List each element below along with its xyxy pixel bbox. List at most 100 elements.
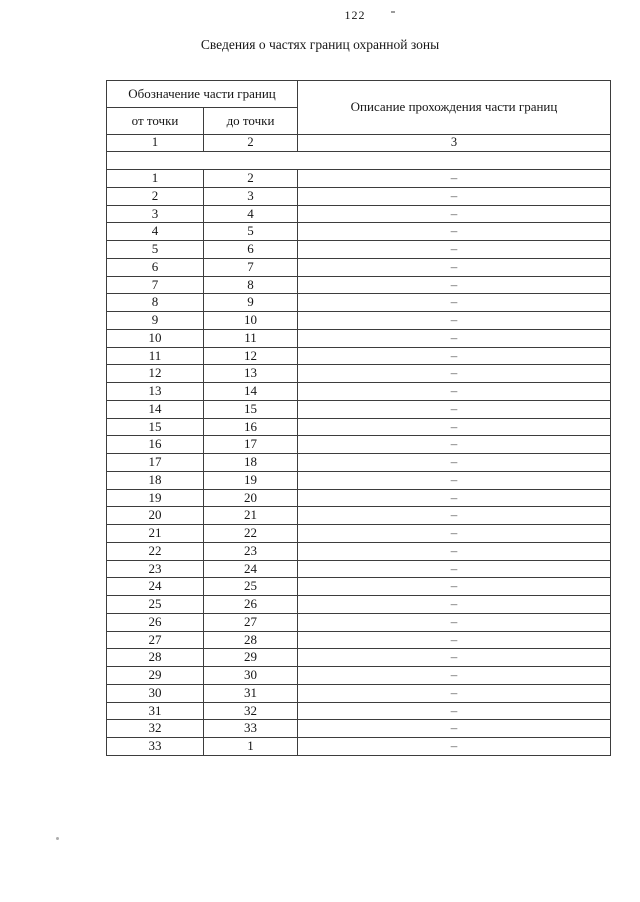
cell-from-point: 10: [106, 328, 204, 348]
cell-from-point: 28: [106, 648, 204, 667]
cell-description: –: [297, 222, 611, 241]
cell-from-point: 27: [106, 630, 204, 650]
cell-from-point: 13: [106, 382, 204, 401]
cell-to-point: 24: [203, 559, 298, 579]
cell-from-point: 15: [106, 417, 204, 437]
cell-to-point: 29: [203, 648, 298, 667]
header-designation-group: Обозначение части границ: [106, 80, 298, 108]
table-row: 17 18 –: [106, 453, 611, 472]
cell-description: –: [297, 328, 611, 348]
cell-to-point: 4: [203, 204, 298, 224]
cell-description: –: [297, 524, 611, 543]
cell-from-point: 24: [106, 577, 204, 596]
table-row: 7 8 –: [106, 275, 611, 295]
empty-spacer-row: [106, 151, 611, 170]
cell-description: –: [297, 417, 611, 437]
scan-speck: [56, 837, 59, 840]
cell-to-point: 30: [203, 666, 298, 685]
table-row: 12 13 –: [106, 364, 611, 383]
header-to-point: до точки: [203, 107, 298, 135]
header-description: Описание прохождения части границ: [297, 80, 611, 135]
table-row: 5 6 –: [106, 240, 611, 259]
cell-to-point: 12: [203, 346, 298, 366]
table-row: 31 32 –: [106, 701, 611, 721]
empty-spacer-cell: [106, 151, 611, 170]
cell-from-point: 18: [106, 470, 204, 490]
table-row: 29 30 –: [106, 666, 611, 685]
cell-from-point: 9: [106, 311, 204, 330]
cell-description: –: [297, 435, 611, 454]
cell-from-point: 31: [106, 701, 204, 721]
cell-from-point: 5: [106, 240, 204, 259]
cell-from-point: 11: [106, 346, 204, 366]
cell-to-point: 18: [203, 453, 298, 472]
cell-to-point: 3: [203, 186, 298, 206]
cell-from-point: 7: [106, 275, 204, 295]
cell-to-point: 16: [203, 417, 298, 437]
cell-description: –: [297, 311, 611, 330]
table-row: 19 20 –: [106, 488, 611, 508]
table-row: 28 29 –: [106, 648, 611, 667]
cell-to-point: 2: [203, 169, 298, 188]
cell-description: –: [297, 399, 611, 419]
cell-to-point: 8: [203, 275, 298, 295]
cell-to-point: 13: [203, 364, 298, 383]
cell-from-point: 17: [106, 453, 204, 472]
cell-description: –: [297, 683, 611, 703]
cell-from-point: 2: [106, 186, 204, 206]
cell-description: –: [297, 541, 611, 561]
cell-description: –: [297, 559, 611, 579]
cell-from-point: 4: [106, 222, 204, 241]
table-row: 20 21 –: [106, 506, 611, 525]
cell-to-point: 1: [203, 737, 298, 756]
cell-from-point: 23: [106, 559, 204, 579]
table-row: 10 11 –: [106, 328, 611, 348]
header-row-1: Обозначение части границ Описание прохож…: [106, 80, 611, 135]
table-row: 27 28 –: [106, 630, 611, 650]
cell-to-point: 32: [203, 701, 298, 721]
cell-to-point: 21: [203, 506, 298, 525]
cell-to-point: 28: [203, 630, 298, 650]
column-number-3: 3: [297, 134, 611, 152]
cell-to-point: 25: [203, 577, 298, 596]
cell-from-point: 25: [106, 595, 204, 614]
table-row: 13 14 –: [106, 382, 611, 401]
cell-to-point: 33: [203, 719, 298, 738]
cell-description: –: [297, 470, 611, 490]
cell-description: –: [297, 630, 611, 650]
cell-to-point: 7: [203, 257, 298, 277]
cell-description: –: [297, 701, 611, 721]
cell-to-point: 26: [203, 595, 298, 614]
table-row: 18 19 –: [106, 470, 611, 490]
cell-from-point: 22: [106, 541, 204, 561]
cell-to-point: 23: [203, 541, 298, 561]
table-row: 4 5 –: [106, 222, 611, 241]
cell-to-point: 6: [203, 240, 298, 259]
cell-to-point: 27: [203, 612, 298, 632]
cell-from-point: 12: [106, 364, 204, 383]
cell-to-point: 5: [203, 222, 298, 241]
boundary-parts-table: Обозначение части границ Описание прохож…: [106, 80, 611, 756]
cell-description: –: [297, 648, 611, 667]
table-row: 30 31 –: [106, 683, 611, 703]
cell-to-point: 15: [203, 399, 298, 419]
cell-to-point: 31: [203, 683, 298, 703]
cell-description: –: [297, 186, 611, 206]
cell-description: –: [297, 382, 611, 401]
table-row: 9 10 –: [106, 311, 611, 330]
table-row: 15 16 –: [106, 417, 611, 437]
cell-from-point: 33: [106, 737, 204, 756]
cell-description: –: [297, 666, 611, 685]
cell-description: –: [297, 257, 611, 277]
cell-from-point: 19: [106, 488, 204, 508]
cell-to-point: 9: [203, 293, 298, 312]
cell-to-point: 20: [203, 488, 298, 508]
cell-description: –: [297, 204, 611, 224]
cell-description: –: [297, 169, 611, 188]
table-row: 24 25 –: [106, 577, 611, 596]
cell-from-point: 29: [106, 666, 204, 685]
page-title: Сведения о частях границ охранной зоны: [200, 37, 440, 52]
table-row: 14 15 –: [106, 399, 611, 419]
column-number-1: 1: [106, 134, 204, 152]
scan-speck: [391, 11, 395, 13]
